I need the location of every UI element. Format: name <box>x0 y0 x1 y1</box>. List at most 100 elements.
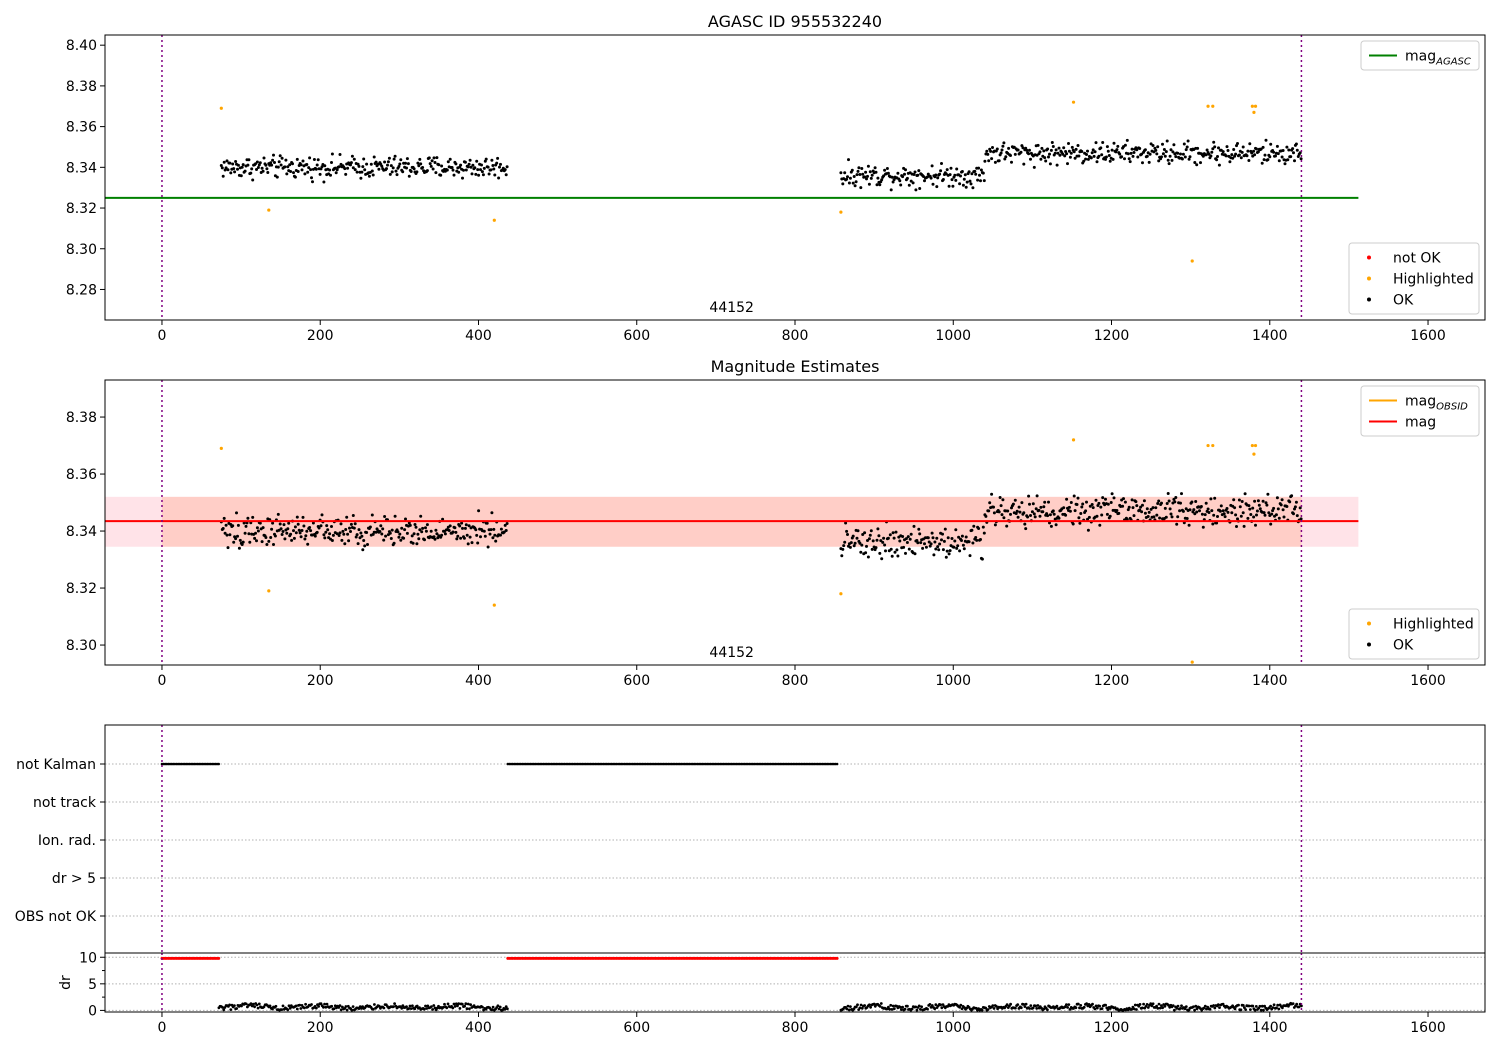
dr-point <box>457 1002 461 1006</box>
ok-point <box>272 543 275 546</box>
ok-point <box>1172 143 1176 147</box>
x-tick-label: 1600 <box>1410 328 1446 344</box>
ok-point <box>443 532 447 536</box>
ok-point <box>287 521 291 525</box>
ok-point <box>1196 146 1200 150</box>
dr-point <box>1213 1006 1217 1010</box>
ok-point <box>297 528 301 532</box>
ok-point <box>406 162 410 166</box>
ok-point <box>352 157 356 161</box>
ok-point <box>938 172 942 176</box>
ok-point <box>504 173 508 177</box>
ok-point <box>987 159 991 163</box>
ok-point <box>384 534 388 538</box>
ok-point <box>308 156 312 160</box>
ok-point <box>883 168 887 172</box>
ok-point <box>970 528 974 532</box>
ok-point <box>448 157 452 161</box>
ok-point <box>285 172 289 176</box>
ok-point <box>392 157 396 161</box>
ok-point <box>1243 492 1247 496</box>
ok-point <box>901 175 905 179</box>
ok-point <box>225 159 229 163</box>
ok-point <box>1275 144 1279 148</box>
ok-point <box>241 540 245 544</box>
ok-point <box>1216 155 1219 158</box>
ok-point <box>239 174 243 178</box>
ok-point <box>1291 147 1295 151</box>
ok-point <box>1155 152 1159 156</box>
ok-point <box>1247 504 1251 508</box>
ok-point <box>505 165 509 169</box>
ok-point <box>980 557 984 561</box>
highlighted-point <box>1071 438 1076 442</box>
ok-point <box>1038 150 1042 154</box>
ok-point <box>1242 524 1246 528</box>
dr-point <box>1055 1004 1059 1008</box>
legend-dot-swatch <box>1367 297 1371 302</box>
x-tick-label: 400 <box>465 1020 492 1036</box>
ok-point <box>338 531 342 535</box>
ok-point <box>1052 512 1056 516</box>
dr-point <box>288 1006 292 1010</box>
dr-point <box>1180 1004 1183 1008</box>
ok-point <box>1261 499 1265 503</box>
ok-point <box>401 170 405 174</box>
dr-point <box>463 1004 466 1008</box>
x-tick-label: 0 <box>158 1020 167 1036</box>
ok-point <box>960 539 963 542</box>
x-tick-label: 1400 <box>1252 673 1288 689</box>
dr-point <box>1155 1004 1158 1008</box>
dr-point <box>1093 1007 1097 1011</box>
ok-point <box>468 535 472 539</box>
ok-point <box>1123 157 1126 161</box>
ok-point <box>1210 509 1214 513</box>
dr-point <box>228 1003 232 1007</box>
ok-point <box>228 533 232 537</box>
ok-point <box>963 173 967 177</box>
ok-point <box>1223 515 1227 519</box>
ok-point <box>863 175 867 179</box>
ok-point <box>255 160 259 164</box>
ok-point <box>1107 154 1111 157</box>
ok-point <box>366 543 369 546</box>
ok-point <box>319 524 323 528</box>
ok-point <box>469 165 473 169</box>
ok-point <box>448 524 452 528</box>
ok-point <box>1180 492 1183 496</box>
ok-point <box>349 161 353 165</box>
ok-point <box>283 165 287 169</box>
panel-magnitude-estimates: Magnitude Estimates 44152 0 200 400 600 800 1… <box>66 357 1486 689</box>
ok-point <box>377 167 381 171</box>
ok-point <box>1195 163 1199 167</box>
ok-point <box>435 532 439 536</box>
ok-point <box>1169 512 1173 516</box>
ok-point <box>969 182 973 186</box>
ok-point <box>395 173 399 177</box>
dr-point <box>469 1003 472 1007</box>
ok-point <box>859 550 863 554</box>
ok-point <box>1167 162 1171 166</box>
ok-point <box>305 163 309 166</box>
ok-point <box>1222 512 1226 516</box>
ok-point <box>1076 144 1080 147</box>
ok-point <box>1100 513 1104 517</box>
dr-point <box>860 1006 864 1010</box>
ok-point <box>1048 152 1051 156</box>
ok-point <box>982 179 986 183</box>
ok-point <box>964 185 968 189</box>
ok-point <box>866 164 870 168</box>
dr-point <box>377 1004 381 1008</box>
dr-point <box>453 1005 457 1008</box>
ok-point <box>1260 161 1264 165</box>
ok-point <box>1146 515 1150 518</box>
ok-point <box>1154 506 1158 510</box>
ok-point <box>419 162 423 166</box>
x-tick-label: 0 <box>158 328 167 344</box>
dr-point <box>1216 1003 1220 1007</box>
dr-point <box>858 1006 862 1010</box>
ok-point <box>1162 148 1166 151</box>
ok-point <box>881 540 885 544</box>
ok-point <box>1000 513 1004 517</box>
dr-point <box>1104 1003 1107 1007</box>
